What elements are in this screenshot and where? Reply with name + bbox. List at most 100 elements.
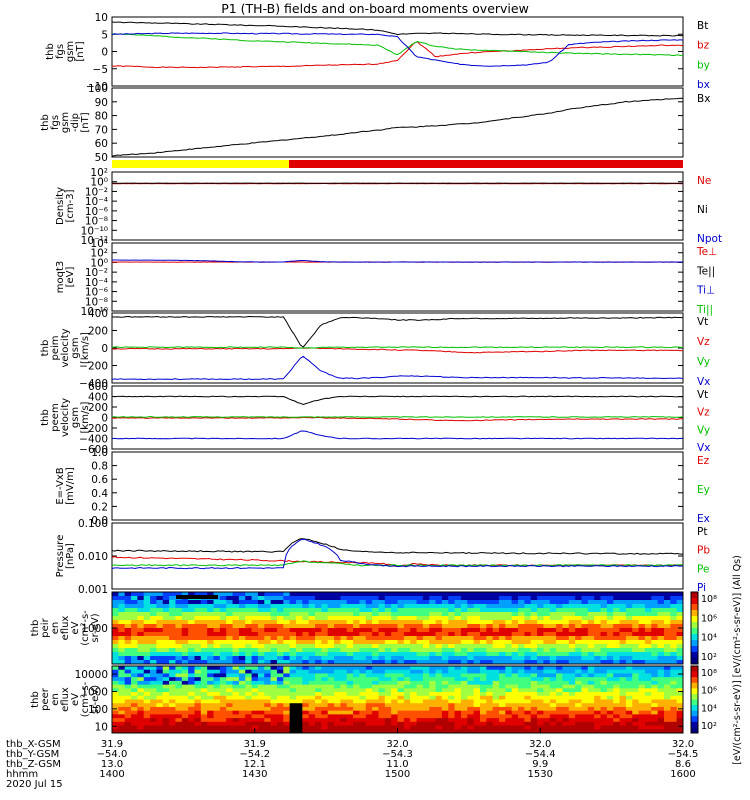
legend-bz: bz bbox=[697, 40, 710, 52]
y-tick-label: −10 bbox=[86, 81, 108, 93]
y-tick-label: 0 bbox=[101, 343, 108, 355]
panel-3 bbox=[112, 160, 683, 168]
y-axis-label: peim bbox=[50, 335, 61, 360]
x-axis-value: 1530 bbox=[528, 769, 553, 780]
x-axis-date: 2020 Jul 15 bbox=[6, 779, 63, 790]
y-axis-label: eflux bbox=[60, 687, 71, 712]
y-axis-label: fgs bbox=[50, 115, 61, 130]
legend-Vx: Vx bbox=[697, 442, 710, 454]
panel-frame-2 bbox=[111, 87, 684, 158]
y-tick-label: 0.100 bbox=[78, 518, 108, 530]
y-tick-label: −600 bbox=[79, 444, 108, 456]
legend-Pt: Pt bbox=[697, 526, 707, 538]
y-tick-label: 10⁻¹² bbox=[81, 235, 108, 247]
x-axis-value: 31.9 bbox=[101, 739, 123, 750]
legend-Pb: Pb bbox=[697, 545, 710, 557]
x-axis-value: −54.5 bbox=[668, 749, 699, 760]
y-axis-label: -dip bbox=[70, 113, 81, 132]
colorbar-1 bbox=[690, 591, 699, 665]
colorbar-2 bbox=[690, 665, 699, 734]
y-axis-label: [km/s] bbox=[80, 401, 91, 433]
colorbar-tick-label: 10⁴ bbox=[701, 703, 717, 714]
panel-frame-9 bbox=[111, 522, 684, 590]
legend-Bx: Bx bbox=[697, 93, 710, 105]
series-line-Pe bbox=[111, 560, 684, 567]
y-axis-label: peir bbox=[40, 617, 51, 637]
y-tick-label: −200 bbox=[79, 423, 108, 435]
series-line-Vz bbox=[111, 416, 683, 422]
colorbar-tick-label: 10² bbox=[701, 652, 717, 663]
legend-Vt: Vt bbox=[697, 389, 708, 401]
panel-frame-8 bbox=[111, 451, 684, 521]
legend-Pi: Pi bbox=[697, 582, 706, 594]
y-axis-label: [km/s] bbox=[80, 332, 91, 364]
y-tick-label: −200 bbox=[79, 361, 108, 373]
y-tick-label: −400 bbox=[79, 378, 108, 390]
y-tick-label: 10 bbox=[95, 12, 108, 24]
panel-frame-1 bbox=[111, 16, 684, 87]
y-axis-label: fgs bbox=[55, 44, 66, 59]
y-tick-label: 10⁻⁴ bbox=[85, 196, 108, 208]
y-axis-label: thb bbox=[30, 691, 41, 708]
y-tick-label: −5 bbox=[93, 64, 108, 76]
y-tick-label: 0 bbox=[101, 47, 108, 59]
x-axis-value: −54.0 bbox=[97, 749, 128, 760]
x-axis-value: 1600 bbox=[670, 769, 695, 780]
panel-1: 10 5 0 −5 −10 thb fgs gsm [nT] Bt bz by bx bbox=[45, 12, 710, 93]
panel-frame-4 bbox=[111, 171, 684, 241]
legend-Ey: Ey bbox=[697, 484, 710, 496]
y-tick-label: 1000 bbox=[81, 686, 108, 698]
y-axis-label: [nT] bbox=[80, 112, 91, 132]
y-axis-label: (cm²-s- bbox=[80, 610, 91, 646]
y-axis-label: gsm bbox=[70, 337, 81, 358]
y-axis-label: thb bbox=[40, 114, 51, 131]
series-line-Bt bbox=[111, 21, 683, 37]
y-tick-label: 70 bbox=[95, 124, 108, 136]
y-axis-label: en bbox=[50, 622, 61, 635]
y-axis-label: [cm-3] bbox=[65, 189, 76, 222]
legend-Te⊥: Te⊥ bbox=[696, 246, 717, 258]
y-axis-label: thb bbox=[40, 409, 51, 426]
series-line-Vz bbox=[111, 347, 684, 354]
colorbar-tick-label: 10⁴ bbox=[701, 633, 717, 644]
y-axis-label: sr-eV) bbox=[90, 685, 101, 714]
y-axis-label: gsm bbox=[65, 41, 76, 62]
panel-frame-5 bbox=[111, 242, 684, 312]
legend-Ti⊥: Ti⊥ bbox=[696, 285, 715, 297]
y-axis-label: moqt3 bbox=[55, 261, 66, 294]
y-tick-label: 10⁻⁶ bbox=[85, 287, 108, 299]
legend-Vz: Vz bbox=[697, 407, 710, 419]
y-axis-label: [mV/m] bbox=[65, 467, 76, 505]
panel-9: 0.100 0.010 0.001 Pressure [nPa] Pt Pb Pe Pi bbox=[55, 518, 710, 596]
x-axis-row-label: thb_X-GSM bbox=[6, 739, 61, 750]
y-tick-label: 100 bbox=[88, 83, 108, 95]
y-axis-label: velocity bbox=[60, 328, 71, 367]
legend-Vt: Vt bbox=[697, 316, 708, 328]
y-tick-label: 600 bbox=[88, 381, 108, 393]
y-axis-label: sr-eV) bbox=[90, 613, 101, 642]
legend-bx: bx bbox=[697, 79, 710, 91]
y-tick-label: 80 bbox=[95, 111, 108, 123]
legend-by: by bbox=[697, 59, 710, 71]
series-line-Vy bbox=[111, 416, 684, 418]
series-line-Vy bbox=[111, 346, 684, 349]
y-tick-label: 100 bbox=[88, 704, 108, 716]
colorbar-tick-label: 10⁶ bbox=[701, 686, 717, 697]
y-axis-label: peer bbox=[40, 687, 51, 711]
y-tick-label: 10² bbox=[90, 248, 108, 260]
series-line-Pt bbox=[111, 538, 683, 555]
heatmap-black-strip bbox=[176, 595, 218, 599]
y-tick-label: 5 bbox=[101, 29, 108, 41]
y-tick-label: 10⁰ bbox=[90, 257, 108, 269]
panel-6: 400 200 0 −200 −400 thb peim velocity gsm [km/s] V… bbox=[40, 308, 710, 390]
y-axis-label: peem bbox=[50, 403, 61, 431]
y-tick-label: 1.0 bbox=[91, 447, 108, 459]
x-axis-row-label: hhmm bbox=[6, 769, 38, 780]
series-line-Bx bbox=[111, 97, 684, 157]
y-tick-label: 10² bbox=[90, 167, 108, 179]
y-axis-label: thb bbox=[45, 43, 56, 60]
y-axis-label: Pressure bbox=[55, 535, 66, 578]
x-axis-value: 13.0 bbox=[101, 759, 123, 770]
